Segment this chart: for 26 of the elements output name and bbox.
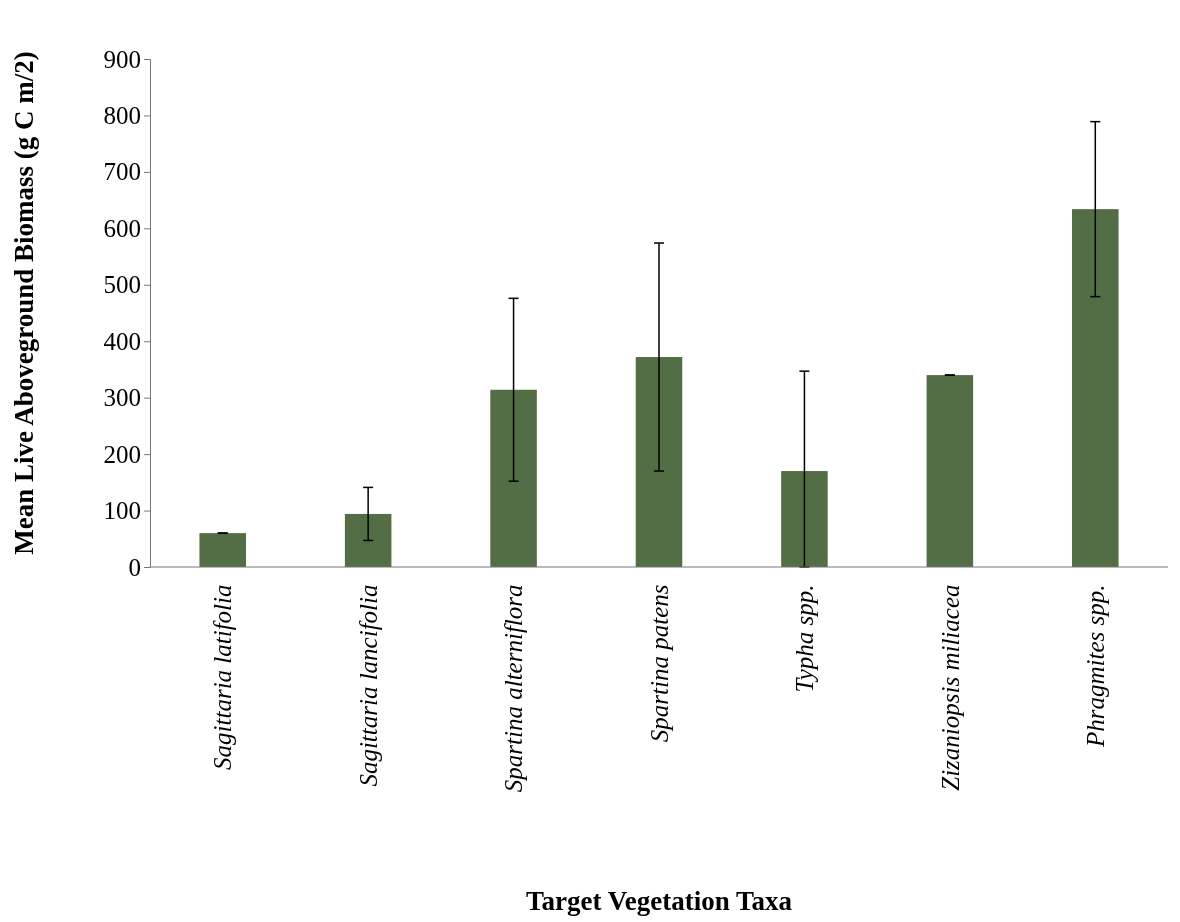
y-tick-label: 900 bbox=[103, 45, 141, 73]
bar bbox=[344, 513, 392, 567]
y-tick-label: 0 bbox=[128, 553, 141, 581]
x-tick-label: Spartina patens bbox=[645, 584, 673, 743]
bar bbox=[635, 357, 683, 567]
bar bbox=[490, 389, 537, 567]
x-axis-title: Target Vegetation Taxa bbox=[525, 886, 793, 916]
x-tick-label: Typha spp. bbox=[791, 584, 819, 693]
bar bbox=[781, 471, 828, 567]
bar bbox=[199, 533, 246, 567]
y-tick-label: 700 bbox=[103, 158, 141, 186]
y-tick-label: 800 bbox=[103, 101, 141, 129]
x-tick-label: Sagittaria latifolia bbox=[209, 584, 237, 770]
x-tick-label: Sagittaria lancifolia bbox=[354, 584, 382, 787]
y-axis-title: Mean Live Aboveground Biomass (g C m/2) bbox=[9, 51, 39, 555]
x-tick-label: Spartina alterniflora bbox=[500, 584, 528, 793]
y-tick-label: 400 bbox=[103, 327, 141, 355]
bar bbox=[926, 375, 974, 567]
x-tick-label: Zizaniopsis miliacea bbox=[936, 584, 964, 791]
y-tick-label: 600 bbox=[103, 214, 141, 242]
y-tick-label: 300 bbox=[103, 384, 141, 412]
y-tick-label: 100 bbox=[103, 497, 141, 525]
bar bbox=[1072, 209, 1119, 567]
y-tick-label: 200 bbox=[103, 440, 141, 468]
y-tick-label: 500 bbox=[103, 271, 141, 299]
x-tick-label: Phragmites spp. bbox=[1082, 584, 1110, 748]
